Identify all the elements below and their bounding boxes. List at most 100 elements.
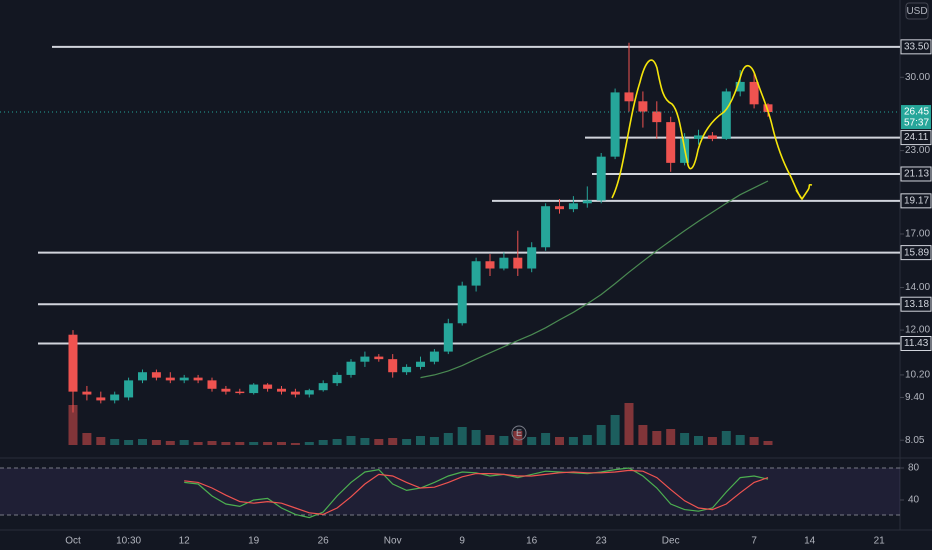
volume-bar — [207, 441, 217, 445]
candle-body — [638, 101, 648, 112]
volume-bar — [290, 443, 300, 445]
level-label: 11.43 — [904, 338, 929, 349]
candle-body — [374, 356, 384, 360]
candle-body — [735, 81, 745, 92]
volume-bar — [471, 430, 481, 445]
volume-bar — [680, 433, 690, 445]
volume-bar — [165, 441, 175, 445]
candle-body — [666, 122, 676, 163]
candle-body — [235, 391, 245, 394]
level-label: 24.11 — [904, 132, 929, 143]
level-label: 33.50 — [904, 41, 929, 52]
volume-bar — [263, 442, 273, 445]
level-label: 13.18 — [904, 299, 929, 310]
candle-body — [207, 380, 217, 389]
volume-bar — [82, 433, 92, 445]
volume-bar — [707, 437, 717, 445]
volume-bar — [193, 442, 203, 445]
candle-body — [443, 323, 453, 352]
level-label-box — [900, 39, 932, 55]
candle-body — [555, 206, 564, 210]
level-label-box — [900, 166, 932, 182]
y-tick-label: 14.00 — [905, 282, 930, 293]
volume-bar — [541, 433, 551, 445]
candle-body — [652, 111, 662, 123]
volume-bar — [346, 436, 356, 445]
volume-bar — [68, 405, 78, 445]
volume-bar — [235, 442, 245, 445]
level-label-box — [900, 296, 932, 312]
oscillator-line — [184, 467, 769, 519]
volume-bar — [610, 415, 620, 445]
y-tick-label: 17.00 — [905, 229, 930, 240]
volume-bar — [527, 437, 537, 445]
candle-body — [96, 397, 106, 401]
volume-bar — [110, 439, 120, 445]
volume-bar — [499, 436, 509, 445]
candle-body — [541, 206, 551, 248]
volume-bar — [735, 435, 745, 445]
countdown: 57:37 — [904, 118, 929, 129]
candle-body — [721, 91, 731, 139]
level-label: 19.17 — [904, 195, 929, 206]
x-tick-label: Nov — [384, 536, 402, 547]
volume-bar — [749, 437, 759, 445]
candle-body — [596, 156, 606, 201]
volume-bar — [666, 429, 676, 445]
volume-bar — [388, 438, 398, 445]
volume-bar — [124, 440, 134, 445]
currency-box — [905, 2, 929, 20]
candle-body — [457, 285, 467, 324]
candle-body — [82, 391, 92, 395]
volume-bar — [457, 427, 467, 445]
x-tick-label: Oct — [65, 536, 81, 547]
candle-body — [165, 377, 175, 381]
candle-body — [179, 377, 189, 381]
volume-bar — [513, 431, 523, 445]
candle-body — [416, 361, 425, 367]
level-label-box — [900, 130, 932, 146]
volume-bar — [96, 437, 106, 445]
x-tick-label: 12 — [179, 536, 191, 547]
moving-average — [420, 180, 769, 379]
x-tick-label: 9 — [459, 536, 465, 547]
volume-bar — [443, 433, 453, 445]
volume-bar — [277, 442, 286, 445]
candle-body — [124, 380, 134, 398]
level-label-box — [900, 336, 932, 352]
volume-bar — [304, 442, 314, 445]
x-tick-label: 16 — [526, 536, 538, 547]
candle-body — [318, 383, 328, 391]
candle-body — [485, 261, 495, 269]
volume-bar — [624, 403, 634, 445]
volume-bar — [318, 440, 328, 445]
candle-body — [499, 257, 509, 269]
candle-body — [304, 390, 314, 395]
x-tick-label: Dec — [662, 536, 680, 547]
volume-bar — [582, 435, 592, 445]
candle-body — [138, 372, 147, 381]
candle-body — [694, 135, 703, 139]
plot: 8.05 9.40 10.20 12.00 14.00 17.00 23.00 30.00 Oc… — [0, 39, 932, 547]
last-price-box — [901, 105, 931, 130]
x-tick-label: 19 — [248, 536, 260, 547]
y-tick-label: 30.00 — [905, 72, 930, 83]
volume-bar — [694, 436, 703, 445]
candle-body — [610, 92, 620, 157]
volume-bar — [763, 441, 773, 445]
currency: USD — [906, 6, 927, 17]
candle-body — [68, 334, 78, 392]
x-tick-label: 21 — [874, 536, 886, 547]
y-tick-label: 8.05 — [905, 435, 925, 446]
candle-body — [402, 366, 412, 373]
candle-body — [749, 81, 759, 105]
y-tick-label: 9.40 — [905, 392, 925, 403]
volume-bar — [568, 437, 578, 445]
candle-body — [568, 203, 578, 210]
candle-body — [360, 356, 370, 362]
x-tick-label: 10:30 — [116, 536, 141, 547]
candle-body — [110, 394, 120, 401]
candle-body — [151, 372, 161, 378]
